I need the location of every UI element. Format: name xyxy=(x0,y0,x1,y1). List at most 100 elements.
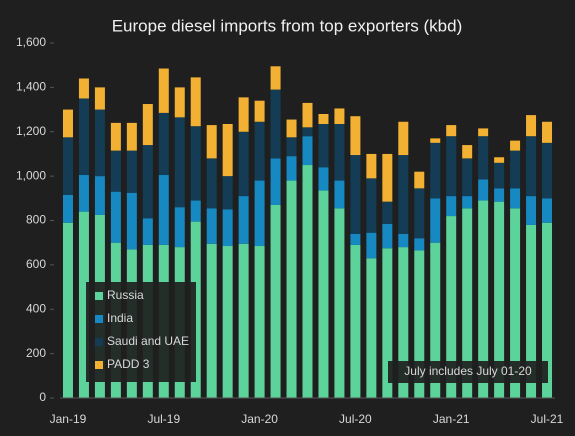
bar-segment xyxy=(254,246,265,398)
bar-segment xyxy=(446,216,457,398)
bar-segment xyxy=(78,78,89,99)
bar-segment xyxy=(350,155,361,234)
bar-segment xyxy=(478,128,489,137)
bar-segment xyxy=(414,171,425,189)
bar-segment xyxy=(526,115,537,137)
bar-segment xyxy=(62,194,73,223)
bar-segment xyxy=(142,218,153,245)
chart-title: Europe diesel imports from top exporters… xyxy=(112,16,463,35)
bar-segment xyxy=(398,121,409,156)
bar-segment xyxy=(318,190,329,398)
bar-segment xyxy=(238,243,249,398)
bar-segment xyxy=(62,222,73,398)
bar-segment xyxy=(510,150,521,189)
bar-segment xyxy=(510,208,521,398)
bar-segment xyxy=(190,77,201,127)
bar-segment xyxy=(494,188,505,202)
bar-segment xyxy=(430,198,441,243)
bar-segment xyxy=(254,121,265,181)
bar-segment xyxy=(126,150,137,193)
bar-segment xyxy=(398,155,409,234)
bar-segment xyxy=(366,258,377,398)
bar-segment xyxy=(366,153,377,179)
bar-segment xyxy=(302,127,313,137)
legend-label: India xyxy=(107,311,133,325)
bar-segment xyxy=(430,138,441,143)
bar-segment xyxy=(494,157,505,163)
bar-segment xyxy=(334,108,345,124)
bar-segment xyxy=(446,196,457,217)
y-tick-label: 200 xyxy=(26,346,46,360)
bar-segment xyxy=(366,232,377,259)
bar-segment xyxy=(206,243,217,398)
bar-segment xyxy=(430,242,441,398)
bar-segment xyxy=(286,180,297,398)
bar-segment xyxy=(478,179,489,201)
bar-segment xyxy=(430,142,441,199)
bar-segment xyxy=(542,121,553,143)
bar-segment xyxy=(398,233,409,248)
y-tick-label: 800 xyxy=(26,213,46,227)
bar-segment xyxy=(238,196,249,244)
bar-segment xyxy=(462,145,473,159)
bar-segment xyxy=(174,87,185,118)
bar-segment xyxy=(350,233,361,245)
bar-segment xyxy=(462,196,473,209)
bar-segment xyxy=(158,68,169,113)
annotation: July includes July 01-20 xyxy=(404,364,532,378)
bar-segment xyxy=(110,122,121,151)
bar-segment xyxy=(526,196,537,225)
bar-segment xyxy=(94,87,105,110)
bar-segment xyxy=(446,125,457,137)
x-tick-label: Jul-20 xyxy=(339,412,372,426)
bar-segment xyxy=(302,102,313,128)
bar-segment xyxy=(318,114,329,124)
bar-segment xyxy=(94,176,105,215)
bar-segment xyxy=(302,136,313,166)
bar-segment xyxy=(382,248,393,398)
bar-segment xyxy=(254,100,265,122)
bar-segment xyxy=(542,198,553,223)
y-tick-label: 1,600 xyxy=(16,35,46,49)
legend-swatch xyxy=(95,338,103,346)
bar-segment xyxy=(270,158,281,205)
y-tick-label: 400 xyxy=(26,301,46,315)
bar-segment xyxy=(206,158,217,209)
bar-segment xyxy=(222,123,233,177)
bar-segment xyxy=(110,150,121,192)
bar-segment xyxy=(446,136,457,197)
x-tick-label: Jul-19 xyxy=(147,412,180,426)
y-tick-label: 600 xyxy=(26,257,46,271)
bar-segment xyxy=(542,142,553,199)
bar-segment xyxy=(222,176,233,210)
bar-segment xyxy=(238,131,249,197)
bar-segment xyxy=(510,188,521,209)
bar-segment xyxy=(382,201,393,224)
bar-segment xyxy=(142,104,153,146)
bar-segment xyxy=(302,165,313,398)
bar-segment xyxy=(318,123,329,168)
bar-segment xyxy=(334,208,345,398)
y-tick-label: 1,200 xyxy=(16,124,46,138)
bar-segment xyxy=(270,66,281,90)
y-tick-label: 1,400 xyxy=(16,80,46,94)
bar-segment xyxy=(526,224,537,398)
y-tick-label: 1,000 xyxy=(16,168,46,182)
legend-label: PADD 3 xyxy=(107,357,150,371)
bar-segment xyxy=(478,200,489,398)
bar-segment xyxy=(62,109,73,138)
bar-segment xyxy=(366,178,377,233)
bar-segment xyxy=(414,250,425,398)
bar-segment xyxy=(510,140,521,151)
bar-segment xyxy=(270,204,281,398)
bar-segment xyxy=(286,119,297,138)
y-tick-label: 0 xyxy=(39,390,46,404)
bar-segment xyxy=(174,207,185,248)
bar-segment xyxy=(126,192,137,250)
x-tick-label: Jan-19 xyxy=(50,412,87,426)
bar-segment xyxy=(382,223,393,249)
legend-label: Russia xyxy=(107,288,144,302)
legend-swatch xyxy=(95,315,103,323)
legend-swatch xyxy=(95,361,103,369)
